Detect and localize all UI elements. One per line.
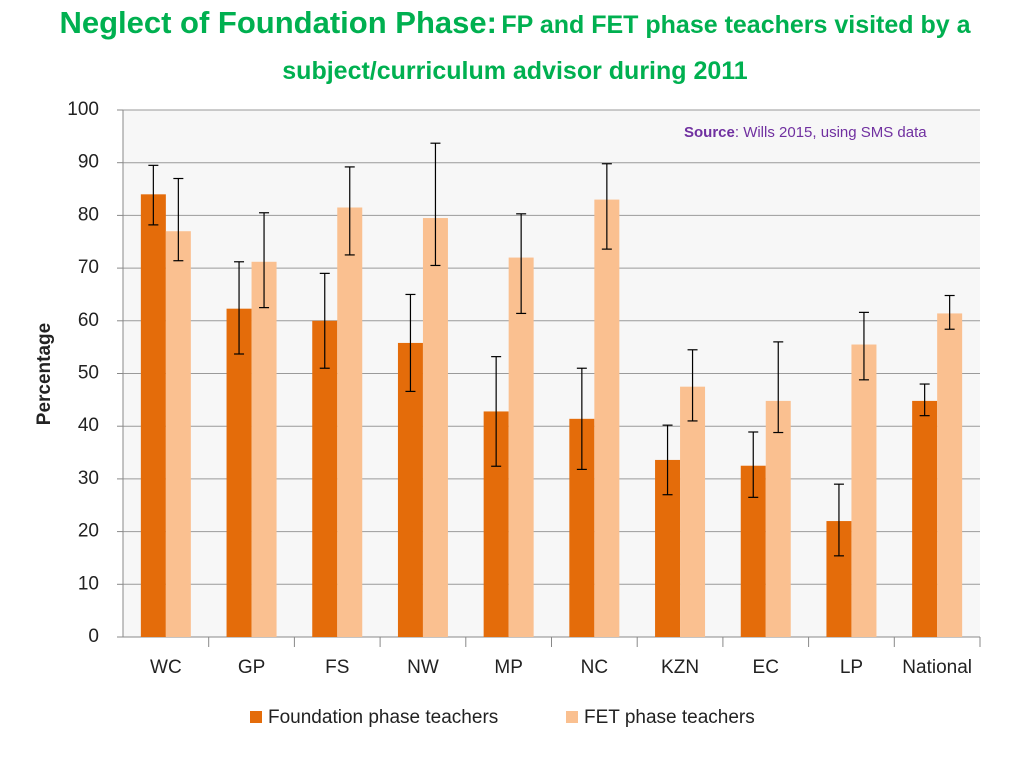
bar xyxy=(337,207,363,637)
bar xyxy=(422,218,448,637)
source-text: : Wills 2015, using SMS data xyxy=(735,124,927,141)
y-tick-label: 100 xyxy=(67,99,99,120)
chart-title: Neglect of Foundation Phase: xyxy=(59,5,497,40)
y-tick-label: 70 xyxy=(78,257,99,278)
bar xyxy=(765,400,791,637)
bar xyxy=(251,261,277,637)
legend-swatch xyxy=(250,711,262,723)
x-tick-label: EC xyxy=(753,657,779,678)
x-tick-label: National xyxy=(902,657,972,678)
bar xyxy=(851,344,877,637)
legend-label: Foundation phase teachers xyxy=(268,707,498,728)
bar xyxy=(594,199,620,637)
y-tick-label: 40 xyxy=(78,415,99,436)
legend-swatch xyxy=(566,711,578,723)
bar xyxy=(226,308,252,637)
y-tick-label: 80 xyxy=(78,204,99,225)
bar xyxy=(312,320,338,637)
bar xyxy=(508,257,534,637)
bar xyxy=(912,400,938,637)
heading: Neglect of Foundation Phase: FP and FET … xyxy=(20,2,1010,96)
y-tick-label: 60 xyxy=(78,310,99,331)
x-tick-label: MP xyxy=(494,657,523,678)
bar xyxy=(165,231,191,637)
y-axis-label: Percentage xyxy=(34,323,55,425)
x-tick-label: KZN xyxy=(661,657,699,678)
x-tick-label: WC xyxy=(150,657,182,678)
y-tick-label: 90 xyxy=(78,152,99,173)
x-tick-label: FS xyxy=(325,657,349,678)
bar xyxy=(680,386,706,637)
legend-label: FET phase teachers xyxy=(584,707,755,728)
source-label: Source xyxy=(684,124,735,141)
y-tick-label: 10 xyxy=(78,573,99,594)
y-tick-label: 0 xyxy=(88,626,99,647)
x-tick-label: GP xyxy=(238,657,265,678)
y-tick-label: 50 xyxy=(78,363,99,384)
y-tick-label: 20 xyxy=(78,521,99,542)
x-tick-label: LP xyxy=(840,657,863,678)
y-tick-label: 30 xyxy=(78,468,99,489)
bar xyxy=(140,194,166,637)
source-note: Source: Wills 2015, using SMS data xyxy=(684,124,927,141)
bar xyxy=(937,313,963,637)
chart-subtitle: FP and FET phase teachers visited by a s… xyxy=(282,11,971,85)
x-tick-label: NW xyxy=(407,657,439,678)
x-tick-label: NC xyxy=(581,657,608,678)
